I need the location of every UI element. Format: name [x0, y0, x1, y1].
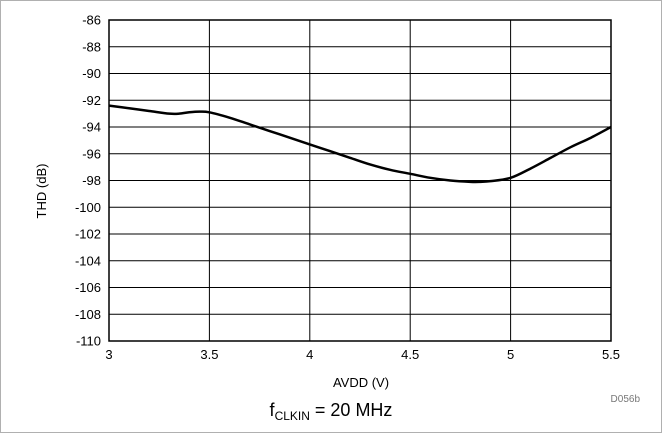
x-tick-label: 4.5: [401, 347, 419, 362]
x-tick-label: 4: [306, 347, 313, 362]
x-tick-label: 3.5: [200, 347, 218, 362]
y-tick-label: -110: [76, 334, 101, 349]
x-tick-labels: 3 3.5 4 4.5 5 5.5: [105, 347, 620, 362]
y-axis-label: THD (dB): [34, 164, 49, 219]
y-tick-label: -94: [82, 120, 101, 135]
thd-series-line: [108, 104, 612, 184]
y-tick-label: -92: [82, 93, 101, 108]
y-tick-label: -106: [75, 280, 101, 295]
y-tick-label: -98: [82, 173, 101, 188]
x-tick-label: 5.5: [602, 347, 620, 362]
figure-id: D056b: [611, 394, 641, 405]
caption-prefix: f: [269, 400, 275, 420]
x-tick-label: 5: [507, 347, 514, 362]
grid: [108, 19, 612, 342]
y-tick-label: -90: [82, 66, 101, 81]
caption-subscript: CLKIN: [274, 409, 310, 423]
y-tick-label: -88: [82, 39, 101, 54]
y-tick-label: -96: [82, 146, 101, 161]
x-axis-label: AVDD (V): [333, 375, 389, 390]
y-tick-label: -102: [75, 227, 101, 242]
y-tick-label: -100: [75, 200, 101, 215]
chart-caption: fCLKIN = 20 MHz: [0, 400, 662, 423]
plot-area-border: [108, 19, 612, 342]
series-layer: [108, 104, 612, 184]
y-tick-labels: -86 -88 -90 -92 -94 -96 -98 -100 -102 -104 -106 -10…: [75, 13, 101, 349]
y-tick-label: -108: [75, 307, 101, 322]
y-tick-label: -86: [82, 13, 101, 28]
caption-suffix: = 20 MHz: [309, 400, 393, 420]
x-tick-label: 3: [105, 347, 112, 362]
y-tick-label: -104: [75, 253, 101, 268]
